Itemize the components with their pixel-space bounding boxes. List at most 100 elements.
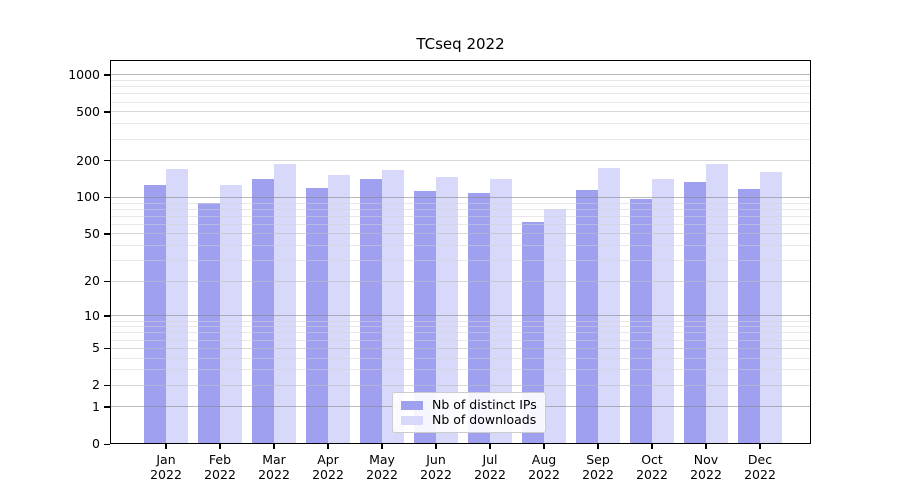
y-tick-50 — [104, 233, 110, 235]
bar-feb-downloads — [220, 184, 242, 444]
y-tick-label-0: 0 — [92, 436, 100, 451]
legend: Nb of distinct IPs Nb of downloads — [392, 392, 546, 433]
gridline-y-90 — [110, 202, 811, 204]
x-tick-nov — [705, 444, 707, 449]
gridline-y-200 — [110, 160, 811, 162]
bar-jun-downloads — [436, 177, 458, 444]
x-tick-feb — [219, 444, 221, 449]
x-tick-apr — [327, 444, 329, 449]
y-tick-0 — [104, 443, 110, 445]
gridline-y-400 — [110, 123, 811, 125]
y-tick-label-2: 2 — [92, 377, 100, 393]
y-tick-200 — [104, 160, 110, 162]
x-tick-sep — [597, 444, 599, 449]
gridline-y-700 — [110, 93, 811, 95]
gridline-y-2 — [110, 384, 811, 386]
x-tick-label-sep: Sep 2022 — [582, 452, 614, 482]
bar-dec-downloads — [760, 171, 782, 444]
gridline-y-50 — [110, 233, 811, 235]
y-tick-label-20: 20 — [84, 273, 100, 289]
y-tick-label-500: 500 — [76, 103, 100, 119]
x-tick-oct — [651, 444, 653, 449]
gridline-y-300 — [110, 138, 811, 140]
x-tick-label-may: May 2022 — [366, 452, 398, 482]
bar-jan-distinct-ips — [144, 184, 166, 444]
gridline-y-600 — [110, 101, 811, 103]
legend-item-downloads: Nb of downloads — [401, 413, 537, 427]
bar-may-downloads — [382, 169, 404, 444]
chart-title: TCseq 2022 — [416, 35, 505, 53]
bar-mar-downloads — [274, 163, 296, 444]
gridline-y-6 — [110, 339, 811, 341]
bar-jan-downloads — [166, 169, 188, 444]
x-tick-label-jan: Jan 2022 — [150, 452, 182, 482]
x-tick-label-jul: Jul 2022 — [474, 452, 506, 482]
gridline-y-100 — [110, 196, 811, 198]
gridline-y-8 — [110, 326, 811, 328]
y-tick-1 — [104, 406, 110, 408]
x-tick-label-feb: Feb 2022 — [204, 452, 236, 482]
x-tick-label-apr: Apr 2022 — [312, 452, 344, 482]
gridline-y-500 — [110, 111, 811, 113]
y-tick-20 — [104, 280, 110, 283]
gridline-y-3 — [110, 369, 811, 371]
x-tick-label-mar: Mar 2022 — [258, 452, 290, 482]
y-tick-5 — [104, 347, 110, 349]
legend-swatch-downloads — [401, 415, 423, 425]
gridline-y-60 — [110, 223, 811, 225]
legend-label-downloads: Nb of downloads — [432, 412, 537, 427]
bar-mar-distinct-ips — [252, 178, 274, 444]
bar-feb-distinct-ips — [198, 203, 220, 444]
bar-jun-distinct-ips — [414, 191, 436, 444]
x-tick-label-jun: Jun 2022 — [420, 452, 452, 482]
bar-sep-downloads — [598, 168, 620, 444]
bar-apr-downloads — [328, 174, 350, 444]
x-tick-aug — [543, 444, 545, 449]
legend-swatch-distinct-ips — [401, 400, 423, 410]
x-tick-label-nov: Nov 2022 — [690, 452, 722, 482]
x-tick-label-dec: Dec 2022 — [744, 452, 776, 482]
legend-item-distinct-ips: Nb of distinct IPs — [401, 398, 537, 412]
x-tick-mar — [273, 444, 275, 449]
y-tick-label-10: 10 — [84, 307, 100, 323]
bar-may-distinct-ips — [360, 179, 382, 444]
gridline-y-4 — [110, 357, 811, 359]
bar-oct-downloads — [652, 179, 674, 444]
y-tick-500 — [104, 111, 110, 113]
y-tick-label-5: 5 — [92, 340, 100, 356]
y-tick-2 — [104, 384, 110, 386]
y-tick-10 — [104, 315, 110, 317]
gridline-y-70 — [110, 215, 811, 217]
x-tick-may — [381, 444, 383, 449]
x-tick-jul — [489, 444, 491, 449]
bar-sep-distinct-ips — [576, 189, 598, 444]
gridline-y-80 — [110, 208, 811, 210]
bar-nov-distinct-ips — [684, 182, 706, 444]
x-tick-dec — [759, 444, 761, 449]
y-tick-label-1000: 1000 — [68, 66, 100, 82]
gridline-y-1000 — [110, 74, 811, 76]
y-tick-label-200: 200 — [76, 152, 100, 168]
y-tick-1000 — [104, 74, 110, 76]
gridline-y-20 — [110, 280, 811, 282]
bar-nov-downloads — [706, 163, 728, 444]
gridline-y-10 — [110, 315, 811, 317]
gridline-y-900 — [110, 80, 811, 82]
gridline-y-5 — [110, 347, 811, 349]
y-tick-100 — [104, 196, 110, 199]
gridline-y-7 — [110, 332, 811, 334]
bar-dec-distinct-ips — [738, 189, 760, 444]
x-tick-label-aug: Aug 2022 — [528, 452, 560, 482]
y-tick-label-100: 100 — [76, 189, 100, 205]
gridline-y-800 — [110, 86, 811, 88]
x-tick-jun — [435, 444, 437, 449]
plot-area — [110, 60, 811, 444]
gridline-y-40 — [110, 245, 811, 247]
y-tick-label-50: 50 — [84, 225, 100, 241]
x-tick-jan — [165, 444, 167, 449]
gridline-y-9 — [110, 320, 811, 322]
x-tick-label-oct: Oct 2022 — [636, 452, 668, 482]
gridline-y-30 — [110, 260, 811, 262]
bar-jul-distinct-ips — [468, 193, 490, 444]
